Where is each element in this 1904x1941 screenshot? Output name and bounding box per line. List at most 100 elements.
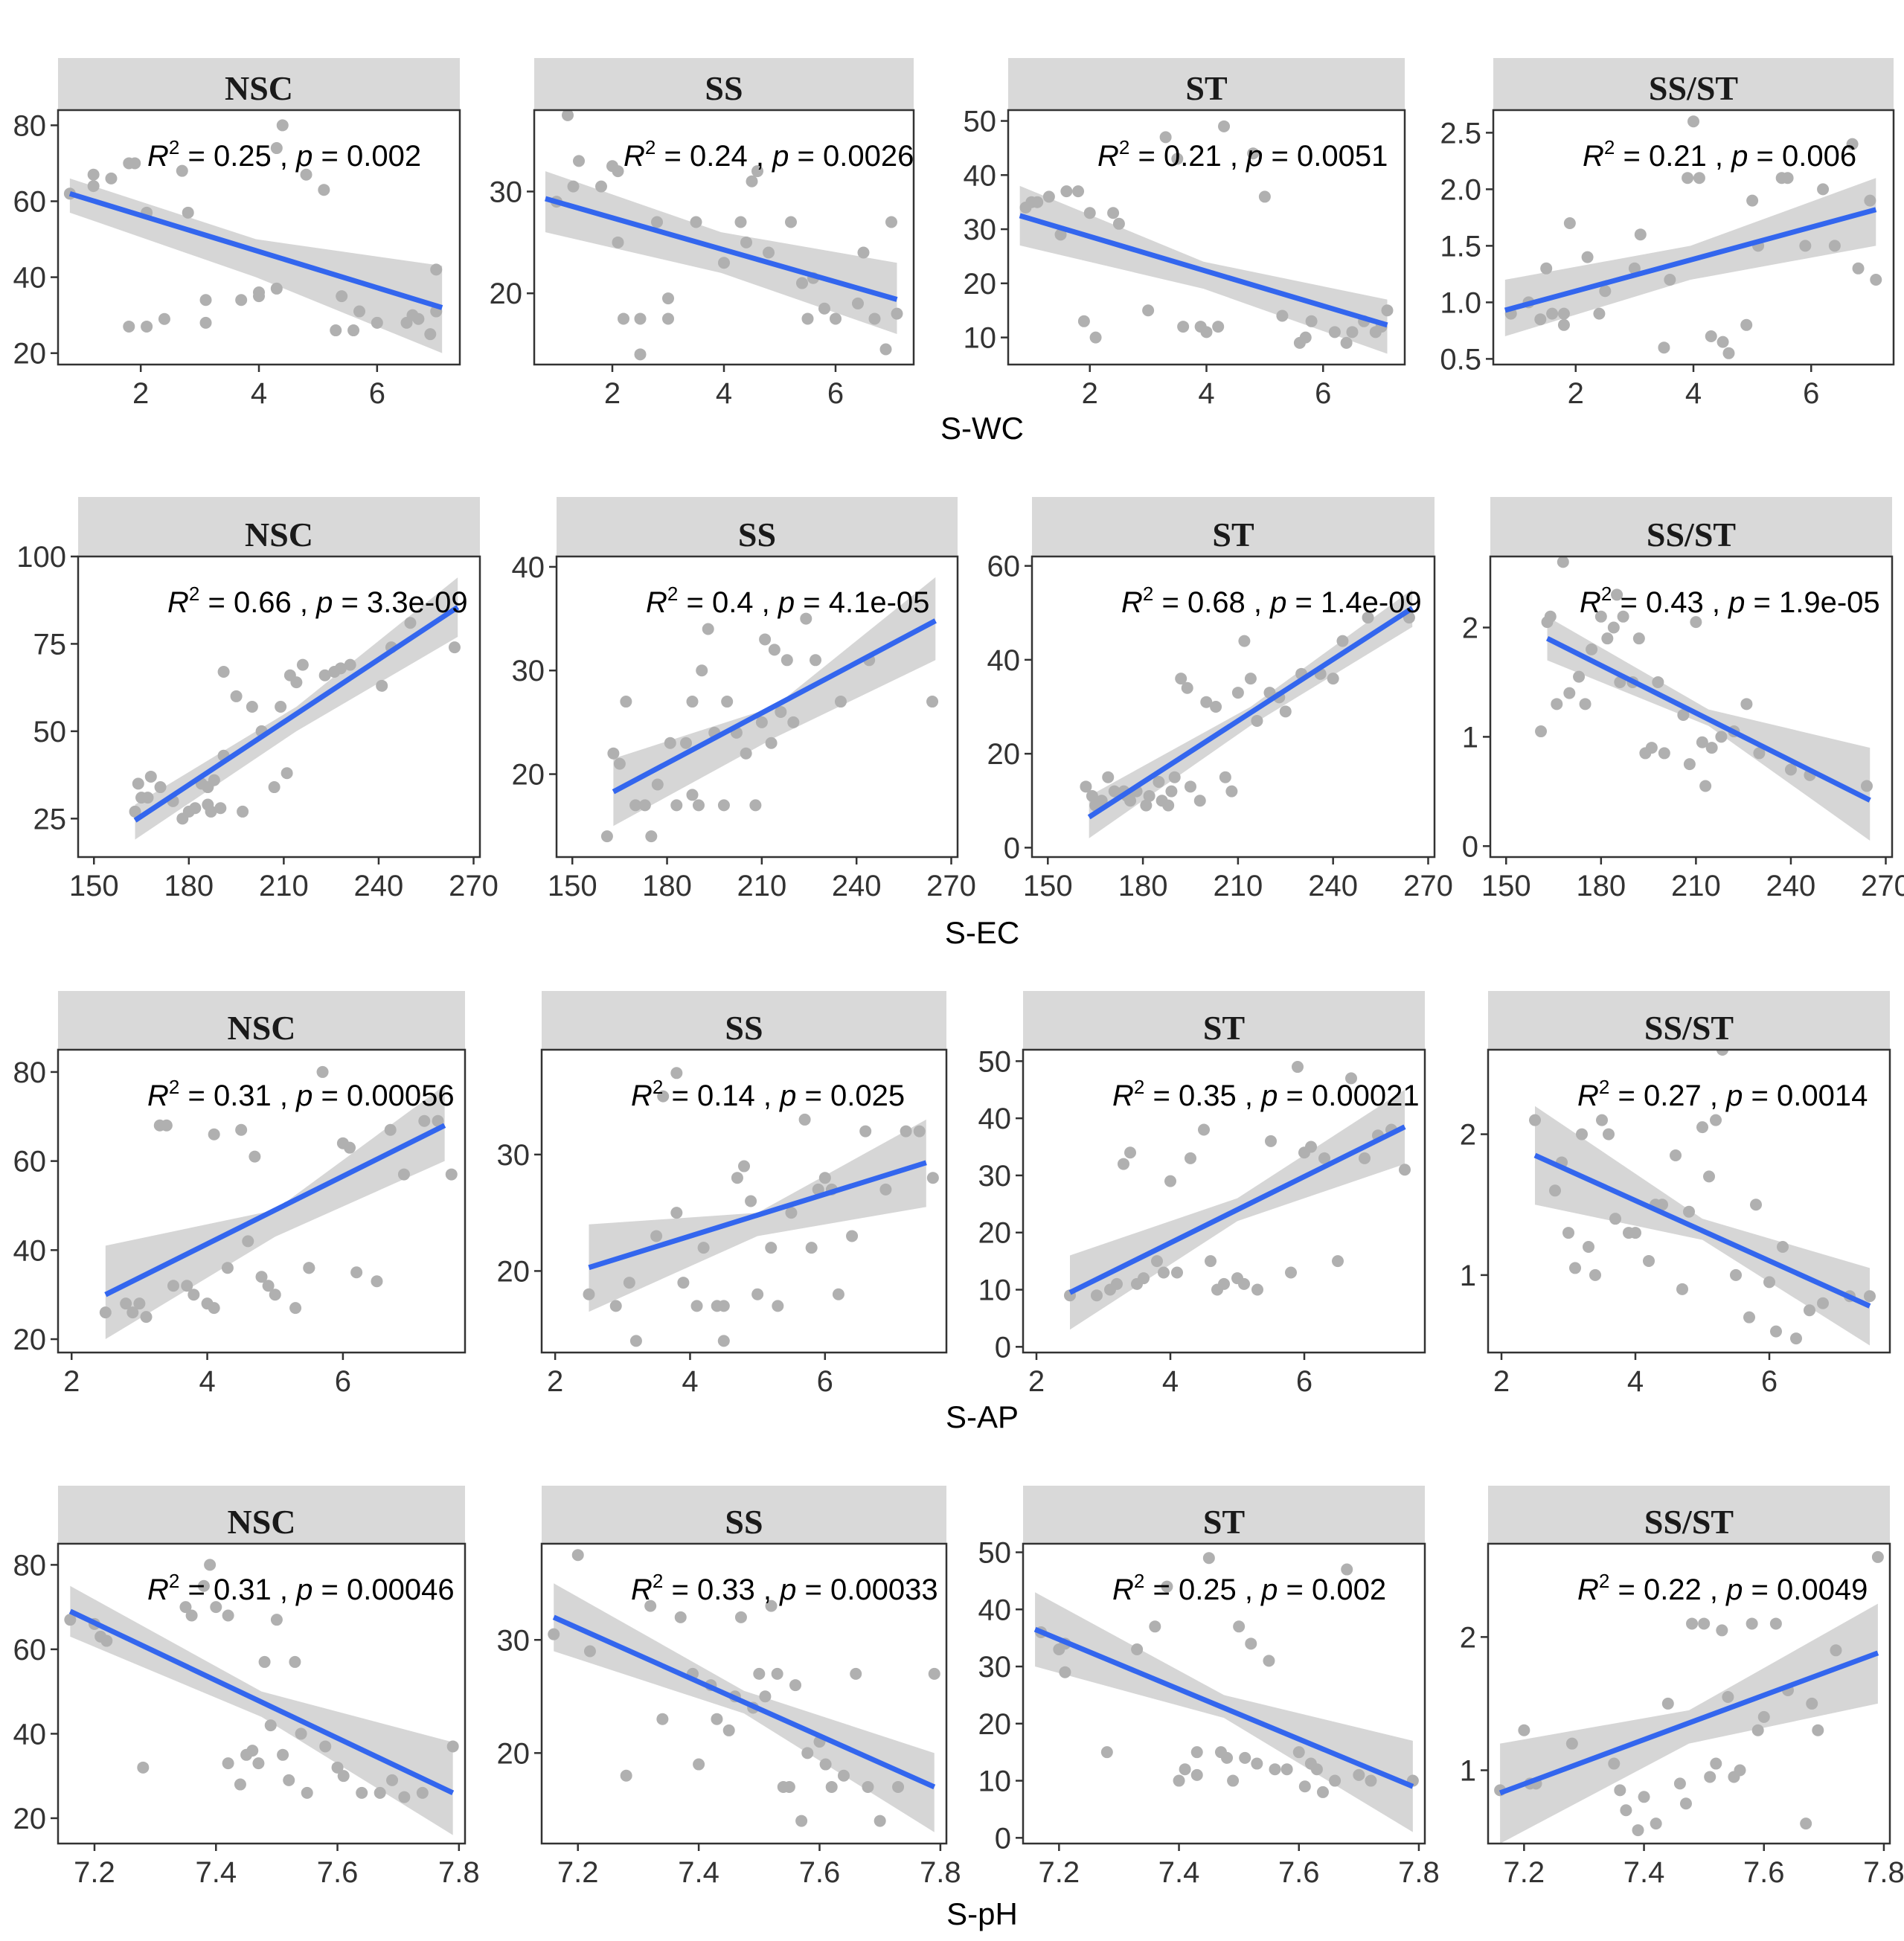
data-point bbox=[1870, 274, 1882, 286]
regression-line bbox=[1068, 1124, 1406, 1295]
panel-border bbox=[1022, 1542, 1426, 1845]
data-point bbox=[885, 216, 897, 228]
data-point bbox=[1734, 1764, 1746, 1777]
data-point bbox=[371, 1275, 383, 1288]
data-point bbox=[1557, 318, 1570, 331]
data-point bbox=[1830, 1644, 1842, 1657]
x-tick-label: 2 bbox=[604, 377, 621, 410]
y-tick-label: 40 bbox=[13, 262, 47, 295]
data-point bbox=[1664, 274, 1676, 286]
x-tick-label: 7.4 bbox=[195, 1856, 237, 1889]
panel-title: ST bbox=[1203, 1009, 1245, 1047]
data-point bbox=[1365, 1774, 1377, 1787]
data-point bbox=[1860, 780, 1873, 792]
data-point bbox=[1077, 315, 1090, 327]
y-tick-label: 20 bbox=[964, 268, 997, 301]
x-tick-label: 150 bbox=[548, 870, 597, 902]
data-point bbox=[613, 757, 626, 770]
strip-header bbox=[1008, 58, 1405, 110]
data-point bbox=[249, 1150, 261, 1163]
y-tick-label: 2 bbox=[1462, 612, 1478, 644]
data-point bbox=[1298, 1780, 1311, 1793]
x-tick-label: 7.2 bbox=[74, 1856, 115, 1889]
data-point bbox=[158, 312, 170, 325]
data-point bbox=[222, 1609, 234, 1622]
data-point bbox=[765, 1600, 778, 1612]
data-point bbox=[1059, 1666, 1071, 1678]
plot-area bbox=[1080, 589, 1415, 838]
data-point bbox=[662, 312, 674, 325]
data-point bbox=[1846, 138, 1859, 150]
data-point bbox=[416, 1786, 429, 1799]
confidence-band bbox=[613, 577, 936, 827]
data-point bbox=[1645, 742, 1658, 754]
data-point bbox=[1715, 731, 1728, 743]
data-point bbox=[289, 1655, 301, 1668]
y-tick-label: 40 bbox=[13, 1234, 47, 1267]
data-point bbox=[1593, 307, 1606, 320]
data-point bbox=[753, 1667, 766, 1680]
data-point bbox=[129, 157, 141, 170]
data-point bbox=[879, 343, 892, 356]
panel-border bbox=[1489, 555, 1894, 859]
panel-s-wc-ss-st: SS/ST 0.5 1.0 1.5 2.0 2.5 2 4 6 R2 = 0.21 , p = 0… bbox=[1440, 58, 1895, 410]
data-point bbox=[303, 1262, 315, 1274]
data-point bbox=[258, 1655, 271, 1668]
x-tick-label: 2 bbox=[1028, 1365, 1045, 1398]
data-point bbox=[1614, 1784, 1626, 1797]
strip-header bbox=[1488, 1486, 1890, 1544]
data-point bbox=[264, 1719, 277, 1732]
data-point bbox=[1193, 795, 1206, 807]
panel-s-wc-st: ST 10 20 30 40 50 2 4 6 R2 = 0.21 , p = 0.0051 bbox=[964, 58, 1406, 410]
data-point bbox=[1573, 670, 1586, 683]
data-point bbox=[1740, 318, 1753, 331]
y-tick-label: 40 bbox=[964, 159, 997, 192]
data-point bbox=[796, 277, 808, 289]
y-tick-label: 20 bbox=[978, 1708, 1012, 1741]
data-point bbox=[1173, 1774, 1185, 1787]
panel-border bbox=[1487, 1542, 1891, 1845]
data-point bbox=[1717, 336, 1729, 348]
data-point bbox=[771, 1667, 783, 1680]
data-point bbox=[819, 1758, 832, 1771]
data-point bbox=[892, 1780, 905, 1793]
data-point bbox=[1054, 228, 1067, 241]
x-tick-label: 4 bbox=[1162, 1365, 1179, 1398]
data-point bbox=[268, 781, 281, 794]
data-point bbox=[1200, 696, 1213, 708]
panel-s-ec-ss-st: SS/ST 0 1 2 150 180 210 240 270 R2 = 0.43 , p = 1… bbox=[1462, 497, 1904, 902]
data-point bbox=[1345, 1072, 1357, 1085]
data-point bbox=[1265, 1135, 1277, 1147]
data-point bbox=[1576, 1128, 1588, 1140]
strip-header bbox=[1032, 497, 1435, 556]
data-point bbox=[1705, 330, 1717, 342]
data-point bbox=[1341, 1563, 1353, 1576]
data-point bbox=[768, 644, 780, 656]
confidence-band bbox=[1035, 1592, 1413, 1832]
data-point bbox=[1751, 1724, 1764, 1736]
data-point bbox=[1871, 1550, 1884, 1563]
data-point bbox=[1594, 610, 1607, 623]
data-point bbox=[160, 1119, 173, 1132]
regression-line bbox=[1087, 606, 1414, 820]
confidence-band bbox=[1547, 616, 1871, 841]
data-point bbox=[1285, 1266, 1297, 1279]
data-point bbox=[1279, 705, 1292, 718]
data-point bbox=[1705, 742, 1718, 754]
data-point bbox=[176, 164, 188, 177]
y-tick-label: 2.5 bbox=[1440, 117, 1481, 150]
data-point bbox=[573, 155, 585, 167]
data-point bbox=[1280, 1763, 1293, 1776]
data-point bbox=[1777, 1241, 1789, 1254]
data-point bbox=[1557, 556, 1569, 568]
data-point bbox=[1569, 1262, 1581, 1274]
x-tick-label: 4 bbox=[1198, 377, 1214, 410]
data-point bbox=[722, 1724, 735, 1736]
data-point bbox=[204, 1559, 217, 1571]
data-point bbox=[210, 1601, 222, 1614]
data-point bbox=[657, 1090, 670, 1103]
data-point bbox=[1140, 799, 1153, 812]
x-tick-label: 180 bbox=[164, 870, 214, 902]
data-point bbox=[350, 1266, 363, 1279]
